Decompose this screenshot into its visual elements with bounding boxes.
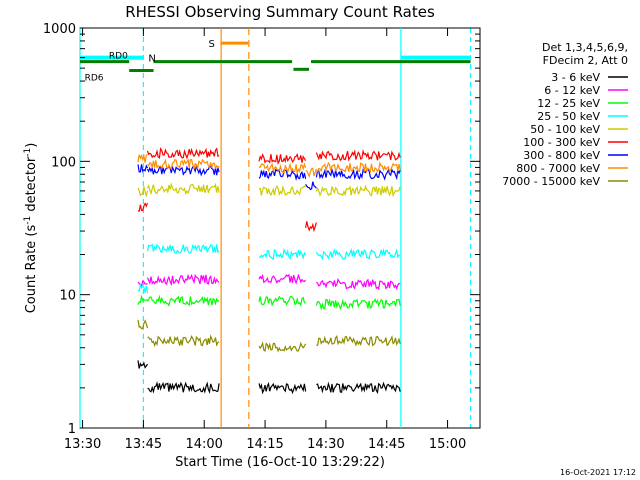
series-line xyxy=(315,167,401,181)
y-tick-label: 10 xyxy=(59,289,76,304)
series-line xyxy=(258,247,307,261)
series-line xyxy=(258,273,307,285)
legend-label: 300 - 800 keV xyxy=(523,149,600,162)
axis-ticks: 13:30 13:45 14:00 14:15 14:30 14:45 15:00 1 10 10… xyxy=(43,22,480,452)
series-line xyxy=(315,184,401,198)
series-0 xyxy=(137,360,401,395)
series-4 xyxy=(137,182,401,198)
series-line xyxy=(146,243,220,254)
footer-date: 16-Oct-2021 17:12 xyxy=(560,468,636,477)
series-line xyxy=(305,221,317,233)
y-label-close: ) xyxy=(24,143,39,148)
series-line xyxy=(137,202,149,212)
series-line xyxy=(146,182,220,196)
legend-label: 50 - 100 keV xyxy=(530,123,600,136)
series-line xyxy=(258,184,306,197)
x-tick-label: 14:30 xyxy=(307,437,344,452)
y-label-end: detector xyxy=(24,156,39,216)
series-line xyxy=(258,381,307,395)
legend-label: 7000 - 15000 keV xyxy=(502,175,600,188)
y-label-end-sup: -1 xyxy=(23,148,33,157)
series-line xyxy=(258,168,307,182)
svg-text:Count Rate (s-1 detector-1): Count Rate (s-1 detector-1) xyxy=(23,143,39,314)
rd6-label: RD6 xyxy=(85,74,104,84)
series-line xyxy=(137,360,149,369)
rd0-label: RD0 xyxy=(109,52,128,62)
series-line xyxy=(146,147,220,160)
series-line xyxy=(137,164,149,173)
series-line xyxy=(316,161,401,174)
y-tick-label: 100 xyxy=(51,155,76,170)
series-line xyxy=(147,381,220,394)
series-line xyxy=(146,273,220,287)
series-5 xyxy=(137,147,401,233)
x-axis-label: Start Time (16-Oct-10 13:29:22) xyxy=(175,455,385,470)
legend-label: 6 - 12 keV xyxy=(544,84,600,97)
n-label: N xyxy=(148,54,155,65)
y-label-main: Count Rate (s xyxy=(24,225,39,314)
series-3 xyxy=(137,243,401,294)
x-tick-label: 14:45 xyxy=(368,437,405,452)
series-line xyxy=(146,164,220,177)
series-line xyxy=(316,334,401,347)
series-line xyxy=(258,341,307,353)
chart-title: RHESSI Observing Summary Count Rates xyxy=(125,3,435,21)
series-2 xyxy=(137,294,401,311)
series-line xyxy=(137,283,149,294)
series-line xyxy=(315,247,401,261)
series-line xyxy=(315,277,401,291)
series-line xyxy=(137,280,148,288)
legend-label: 800 - 7000 keV xyxy=(516,162,600,175)
s-label: S xyxy=(208,39,214,50)
series-1 xyxy=(137,273,401,291)
series-line xyxy=(137,294,148,305)
series-line xyxy=(147,158,220,170)
x-tick-label: 13:30 xyxy=(64,437,101,452)
y-tick-label: 1 xyxy=(68,422,76,437)
legend-header-2: FDecim 2, Att 0 xyxy=(543,54,628,67)
series-line xyxy=(305,181,317,191)
series-line xyxy=(137,186,149,198)
legend-label: 25 - 50 keV xyxy=(537,110,600,123)
y-tick-label: 1000 xyxy=(43,22,76,37)
series-line xyxy=(147,294,220,307)
series-line xyxy=(258,162,307,174)
series-line xyxy=(258,152,307,165)
plot-frame xyxy=(79,27,481,429)
data-series xyxy=(137,147,401,395)
legend-label: 3 - 6 keV xyxy=(551,71,600,84)
series-line xyxy=(258,295,306,307)
x-tick-label: 15:00 xyxy=(429,437,466,452)
x-tick-label: 13:45 xyxy=(125,437,162,452)
series-line xyxy=(147,334,220,348)
instrument-markers xyxy=(79,28,472,428)
series-7 xyxy=(137,153,401,178)
x-tick-label: 14:15 xyxy=(246,437,283,452)
x-tick-label: 14:00 xyxy=(185,437,222,452)
series-line xyxy=(137,153,148,163)
y-label-sup: -1 xyxy=(23,216,33,225)
legend-header-1: Det 1,3,4,5,6,9, xyxy=(542,41,628,54)
annotations: N S RD0 RD6 xyxy=(85,39,215,83)
series-6 xyxy=(137,164,401,191)
series-8 xyxy=(137,319,401,353)
legend-label: 12 - 25 keV xyxy=(537,97,600,110)
series-line xyxy=(305,167,317,178)
series-line xyxy=(315,298,401,311)
series-line xyxy=(316,381,401,395)
series-line xyxy=(315,149,401,162)
y-axis-label: Count Rate (s-1 detector-1) xyxy=(23,143,39,314)
legend-label: 100 - 300 keV xyxy=(523,136,600,149)
series-line xyxy=(137,319,149,330)
